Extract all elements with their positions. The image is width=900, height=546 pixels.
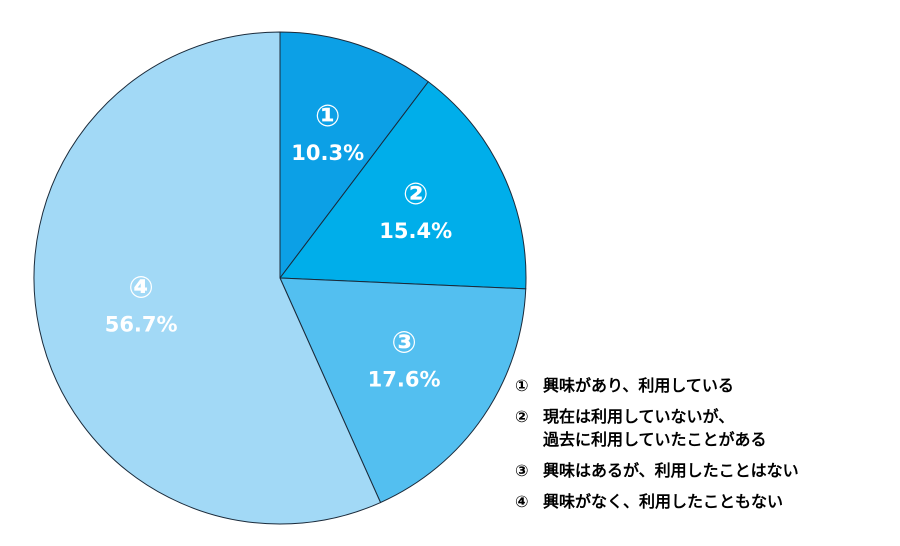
- pie-slice-1: [279, 31, 430, 280]
- legend-item-1: ① 興味があり、利用している: [515, 374, 799, 397]
- pie-slice-4: [33, 31, 382, 525]
- pie-slice-3: [279, 277, 527, 504]
- legend-number-4: ④: [515, 492, 529, 511]
- slice-number-3: ③: [391, 325, 416, 360]
- slice-number-2: ②: [403, 177, 428, 212]
- legend-item-4: ④ 興味がなく、利用したこともない: [515, 490, 799, 513]
- legend-number-2: ②: [515, 407, 529, 426]
- legend-label-2: 現在は利用していないが、 過去に利用していたことがある: [543, 407, 767, 449]
- legend-number-3: ③: [515, 461, 529, 480]
- legend-label-3: 興味はあるが、利用したことはない: [543, 461, 799, 480]
- slice-number-4: ④: [128, 271, 153, 306]
- legend-label-1: 興味があり、利用している: [543, 376, 734, 395]
- pie-slice-2: [279, 81, 527, 290]
- legend-item-2: ② 現在は利用していないが、 過去に利用していたことがある: [515, 405, 799, 451]
- slice-value-label-4: 56.7%: [105, 313, 178, 337]
- slice-value-label-3: 17.6%: [368, 367, 441, 391]
- legend-item-3: ③ 興味はあるが、利用したことはない: [515, 459, 799, 482]
- pie-slices: [33, 31, 527, 525]
- slice-number-1: ①: [315, 99, 340, 134]
- legend-number-1: ①: [515, 376, 529, 395]
- slice-value-label-2: 15.4%: [379, 219, 452, 243]
- slice-labels: ① 10.3% ② 15.4% ③ 17.6% ④ 56.7%: [105, 99, 452, 392]
- slice-value-label-1: 10.3%: [291, 141, 364, 165]
- legend: ① 興味があり、利用している ② 現在は利用していないが、 過去に利用していたこ…: [515, 374, 799, 521]
- legend-label-4: 興味がなく、利用したこともない: [543, 492, 784, 511]
